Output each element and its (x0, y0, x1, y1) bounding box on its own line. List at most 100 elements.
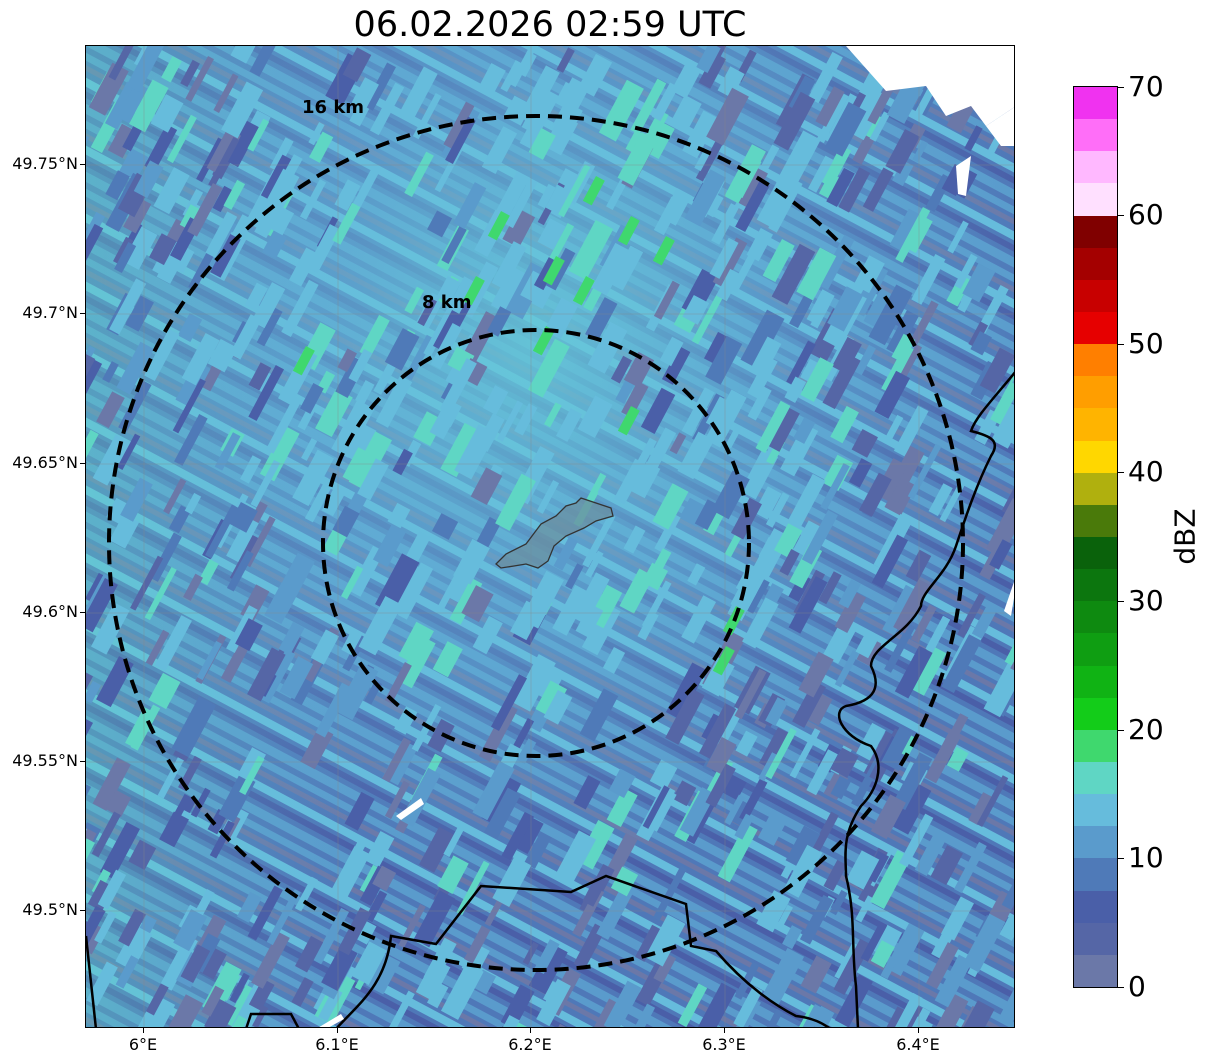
echo-cell (180, 944, 211, 984)
lon-tick-mark (918, 1028, 919, 1033)
echo-cell (834, 974, 873, 1027)
echo-cell (173, 908, 207, 952)
lat-tick-label: 49.7°N (22, 303, 78, 322)
echo-cell (789, 292, 815, 329)
echo-cell (144, 328, 180, 382)
echo-cell (677, 983, 708, 1027)
echo-cell (198, 559, 219, 586)
echo-cell (903, 214, 933, 254)
echo-cell (724, 532, 743, 558)
echo-cell (964, 125, 983, 152)
echo-cell (971, 603, 998, 639)
echo-cell (930, 993, 969, 1027)
echo-cell (553, 536, 578, 571)
echo-cell (387, 502, 411, 529)
colorbar-segment (1074, 183, 1117, 216)
echo-cell (213, 73, 239, 113)
radar-map[interactable] (85, 45, 1015, 1028)
echo-cell (382, 737, 412, 783)
echo-cell (447, 276, 476, 314)
echo-cell (505, 178, 538, 229)
echo-cell (826, 167, 855, 208)
colorbar-segment (1074, 376, 1117, 409)
echo-cell (853, 255, 885, 294)
echo-cell (681, 387, 715, 437)
echo-cell (990, 368, 1014, 425)
echo-cell (979, 347, 1014, 394)
echo-cell (487, 306, 512, 337)
echo-cell (188, 246, 217, 291)
echo-cell (482, 385, 509, 415)
echo-cell (441, 225, 467, 264)
echo-cell (358, 595, 403, 656)
echo-cell (677, 431, 715, 480)
echo-cell (351, 77, 379, 110)
echo-cell (695, 131, 728, 182)
echo-cell (796, 247, 837, 301)
echo-cell (222, 119, 260, 168)
echo-cell (99, 821, 140, 880)
echo-cell (870, 850, 912, 910)
echo-cell (906, 644, 947, 696)
echo-cell (672, 780, 697, 807)
echo-cell (348, 164, 382, 217)
lon-tick-label: 6.3°E (702, 1035, 746, 1054)
echo-cell (681, 595, 717, 644)
echo-cell (886, 309, 919, 356)
echo-cell (190, 787, 211, 818)
echo-cell (635, 924, 662, 962)
echo-cell (834, 650, 859, 688)
echo-cell (684, 169, 726, 227)
echo-cell (636, 437, 657, 468)
echo-cell (157, 746, 190, 799)
echo-cell (86, 922, 106, 955)
echo-cell (514, 403, 538, 436)
echo-cell (249, 46, 276, 77)
echo-cell (369, 82, 405, 136)
echo-cell (119, 148, 149, 181)
echo-cell (868, 284, 913, 346)
echo-cell (798, 1005, 835, 1027)
echo-cell (704, 389, 747, 448)
echo-cell (125, 706, 154, 748)
echo-cell (300, 726, 334, 770)
echo-cell (669, 94, 702, 133)
echo-cell (304, 481, 333, 523)
echo-cell (492, 856, 532, 907)
echo-cell (153, 167, 190, 215)
echo-cell (205, 211, 238, 258)
echo-cell (799, 894, 834, 945)
echo-cell (671, 60, 703, 99)
echo-cell (207, 338, 238, 373)
echo-cell (792, 680, 826, 728)
echo-cell (807, 155, 834, 193)
echo-cell (484, 787, 521, 840)
lat-tick-mark (80, 164, 85, 165)
range-ring-8km (321, 328, 751, 758)
echo-cell (818, 571, 842, 605)
echo-cell (880, 957, 898, 980)
echo-cell (659, 336, 684, 367)
echo-cell (968, 792, 993, 825)
echo-cell (348, 431, 392, 491)
echo-cell (1004, 614, 1014, 669)
echo-cell (641, 562, 669, 591)
echo-cell (800, 357, 834, 402)
echo-cell (161, 56, 182, 83)
echo-cell (711, 203, 740, 245)
echo-cell (86, 359, 103, 396)
echo-cell (527, 338, 570, 398)
echo-cell (352, 918, 377, 945)
echo-cell (461, 585, 494, 623)
echo-cell (184, 492, 202, 515)
echo-cell (610, 245, 644, 291)
echo-cell (117, 82, 148, 124)
echo-cell (259, 426, 300, 482)
echo-cell (734, 813, 754, 840)
echo-cell (183, 573, 203, 601)
echo-cell (130, 704, 161, 751)
echo-cell (637, 611, 659, 641)
colorbar-segment (1074, 697, 1117, 730)
echo-cell (281, 279, 319, 337)
echo-cell (808, 51, 843, 104)
